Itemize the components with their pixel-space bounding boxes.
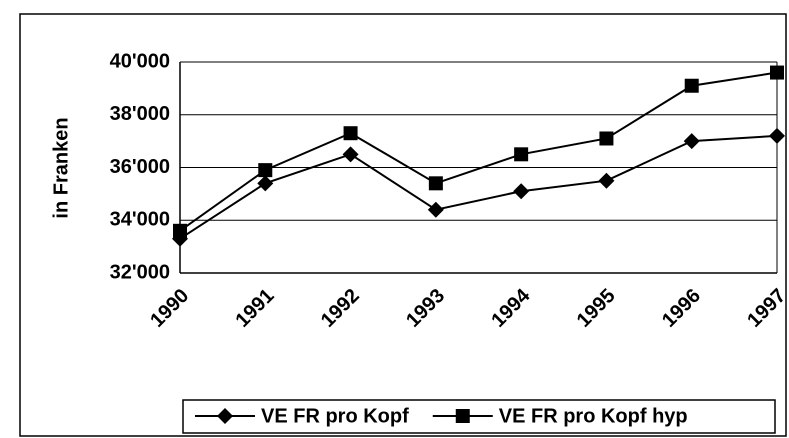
legend-marker	[217, 408, 233, 424]
series-line	[179, 71, 778, 232]
y-tick-label: 38'000	[110, 103, 170, 125]
legend-label: VE FR pro Kopf	[261, 405, 409, 427]
y-axis-title: in Franken	[50, 117, 72, 218]
data-point	[173, 223, 187, 238]
data-point	[770, 65, 784, 80]
legend-label: VE FR pro Kopf hyp	[499, 405, 688, 427]
y-tick-label: 36'000	[110, 156, 170, 178]
y-tick-label: 32'000	[110, 261, 170, 283]
chart-frame	[19, 13, 787, 437]
data-point	[514, 147, 529, 162]
y-tick-label: 40'000	[110, 50, 170, 72]
data-point	[684, 78, 699, 93]
data-point	[342, 146, 359, 163]
y-tick-label: 34'000	[110, 209, 170, 231]
data-point	[257, 175, 274, 192]
series-line	[179, 134, 778, 240]
data-point	[683, 133, 700, 150]
data-point	[427, 201, 444, 218]
data-point	[258, 163, 273, 178]
data-point	[428, 176, 443, 191]
data-point	[599, 131, 614, 146]
legend-marker	[455, 409, 470, 423]
data-point	[343, 126, 358, 141]
data-point	[513, 183, 530, 200]
data-point	[769, 127, 785, 144]
data-point	[598, 172, 615, 189]
